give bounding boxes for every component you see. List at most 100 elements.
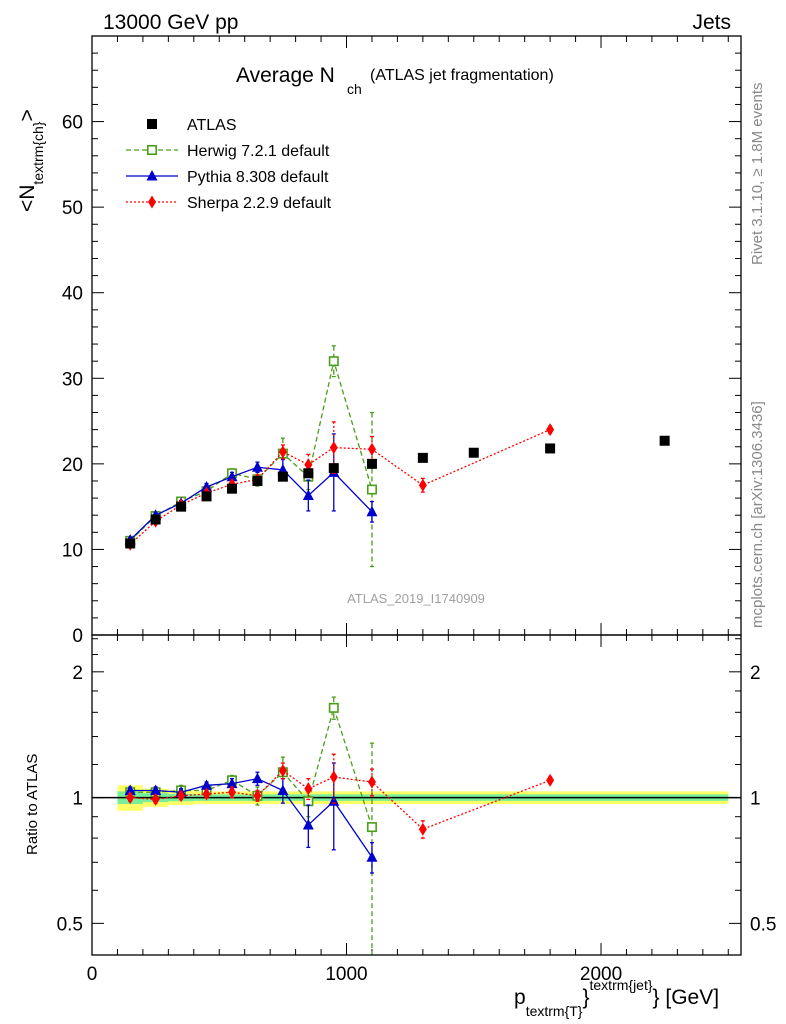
ratio-sherpa-point: [329, 770, 338, 784]
legend-marker: [148, 195, 156, 209]
ratio-y-tick-label-right: 2: [750, 663, 761, 684]
main-atlas-point: [125, 538, 136, 549]
legend-marker: [147, 119, 157, 129]
ratio-pythia-point: [277, 784, 289, 795]
header-left: 13000 GeV pp: [103, 11, 238, 34]
ratio-herwig-point: [328, 702, 339, 713]
ratio-pythia-point: [302, 818, 314, 830]
legend-item: Pythia 8.308 default: [126, 169, 329, 186]
legend-label: Sherpa 2.2.9 default: [187, 195, 332, 212]
main-atlas-point: [226, 483, 237, 494]
ratio-sherpa-point: [304, 782, 313, 796]
ratio-sherpa-point: [546, 773, 555, 787]
ratio-sherpa-point: [227, 785, 236, 799]
main-herwig-line: [129, 358, 373, 542]
main-y-tick-label: 10: [62, 540, 83, 561]
ratio-panel: 0 1000 2000 0.5 0.5 1 1 2 2: [57, 634, 776, 985]
main-sherpa-point: [367, 442, 376, 456]
main-atlas-point: [417, 452, 428, 463]
legend-marker: [147, 145, 158, 156]
main-sherpa-point: [278, 445, 287, 459]
ratio-x-tick-label: 1000: [325, 964, 367, 985]
main-pythia-point: [366, 505, 378, 517]
main-atlas-point: [176, 501, 187, 512]
ratio-herwig-series: [125, 696, 377, 955]
main-pythia-line: [129, 466, 373, 541]
main-atlas-point: [659, 435, 670, 446]
main-y-tick-label: 30: [62, 369, 83, 390]
ratio-pythia-point: [226, 777, 238, 789]
plot-title: Average N ch (ATLAS jet fragmentation): [236, 64, 554, 97]
main-sherpa-line: [129, 429, 551, 545]
ratio-y-tick-label-left: 1: [72, 789, 83, 810]
analysis-id: ATLAS_2019_I1740909: [347, 591, 485, 606]
main-sherpa-point: [329, 441, 338, 455]
ratio-pythia-point: [366, 851, 378, 862]
x-axis-title: ptextrm{T}}textrm{jet}} [GeV]: [514, 977, 719, 1019]
main-atlas-point: [201, 491, 212, 502]
ratio-pythia-point: [328, 795, 340, 806]
ratio-sherpa-point: [418, 822, 427, 836]
main-atlas-point: [252, 475, 263, 486]
ratio-x-tick-label: 0: [87, 964, 98, 985]
title-note: (ATLAS jet fragmentation): [370, 67, 554, 84]
ratio-herwig-point: [366, 822, 377, 833]
ratio-pythia-point: [124, 784, 136, 795]
main-y-tick-label: 0: [72, 626, 83, 647]
rivet-label: Rivet 3.1.10, ≥ 1.8M events: [749, 83, 766, 266]
ratio-sherpa-point: [367, 775, 376, 789]
main-pythia-point: [302, 489, 314, 501]
ratio-pythia-line: [130, 777, 373, 858]
ratio-sherpa-series: [126, 753, 555, 839]
main-sherpa-point: [418, 478, 427, 492]
ratio-y-tick-label-left: 2: [72, 663, 83, 684]
legend-item: Sherpa 2.2.9 default: [126, 195, 332, 212]
legend-label: Herwig 7.2.1 default: [187, 143, 330, 160]
main-atlas-point: [328, 463, 339, 474]
legend-item: Herwig 7.2.1 default: [126, 143, 330, 160]
ratio-y-tick-label-right: 1: [750, 789, 761, 810]
main-pythia-point: [201, 480, 213, 492]
main-atlas-point: [303, 468, 314, 479]
y-axis-title-main: <Ntextrm{ch}>: [16, 109, 46, 212]
ratio-pythia-point: [251, 772, 263, 784]
main-y-tick-label: 40: [62, 284, 83, 305]
legend-label: Pythia 8.308 default: [187, 169, 329, 186]
legend-marker: [146, 170, 158, 181]
title-main: Average N: [236, 64, 335, 87]
ratio-sherpa-point: [253, 789, 262, 803]
main-herwig-series: [125, 345, 377, 568]
main-atlas-point: [468, 447, 479, 458]
ratio-herwig-line: [130, 705, 373, 828]
main-atlas-point: [545, 443, 556, 454]
header-right: Jets: [692, 11, 731, 34]
main-sherpa-point: [546, 423, 555, 437]
main-y-tick-label: 20: [62, 455, 83, 476]
ratio-sherpa-point: [177, 789, 186, 803]
ratio-pythia-point: [201, 779, 213, 790]
ratio-sherpa-point: [151, 792, 160, 806]
main-sherpa-series: [126, 421, 555, 551]
main-pythia-series: [124, 433, 378, 545]
main-herwig-point: [366, 484, 377, 495]
main-panel: 0 10 20 30 40 50 60: [62, 35, 742, 647]
ratio-sherpa-point: [278, 764, 287, 778]
mcplots-label: mcplots.cern.ch [arXiv:1306.3436]: [749, 401, 766, 628]
main-herwig-point: [328, 356, 339, 367]
ratio-x-tick-label: 2000: [580, 964, 622, 985]
title-sub: ch: [347, 81, 362, 97]
main-y-tick-label: 60: [62, 113, 83, 134]
main-pythia-point: [251, 461, 263, 472]
main-atlas-series: [125, 435, 670, 549]
main-atlas-point: [150, 514, 161, 525]
ratio-sherpa-line: [130, 769, 551, 830]
legend-item: ATLAS: [147, 117, 237, 134]
main-y-tick-label: 50: [62, 198, 83, 219]
main-atlas-point: [366, 458, 377, 469]
ratio-frame: [91, 634, 742, 956]
ratio-y-tick-label-left: 0.5: [57, 914, 83, 935]
main-sherpa-point: [304, 458, 313, 472]
legend-label: ATLAS: [187, 117, 237, 134]
ratio-sherpa-point: [202, 787, 211, 801]
